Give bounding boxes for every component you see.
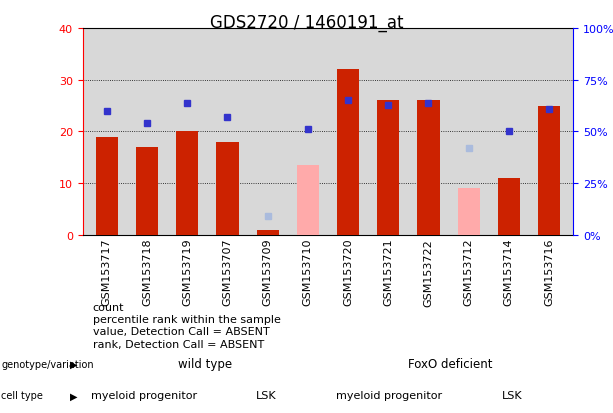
Text: FoxO deficient: FoxO deficient — [408, 357, 493, 370]
Bar — [257, 230, 279, 235]
Text: count: count — [93, 302, 124, 312]
Text: rank, Detection Call = ABSENT: rank, Detection Call = ABSENT — [93, 339, 264, 349]
Text: cell type: cell type — [1, 390, 43, 401]
Bar — [538, 106, 560, 235]
Bar — [176, 132, 199, 235]
Text: percentile rank within the sample: percentile rank within the sample — [93, 314, 281, 324]
Text: myeloid progenitor: myeloid progenitor — [91, 390, 197, 401]
Text: myeloid progenitor: myeloid progenitor — [336, 390, 443, 401]
Text: wild type: wild type — [178, 357, 232, 370]
Text: ▶: ▶ — [70, 390, 77, 401]
Bar — [457, 189, 480, 235]
Bar — [498, 178, 520, 235]
Text: GDS2720 / 1460191_at: GDS2720 / 1460191_at — [210, 14, 403, 32]
Bar — [216, 142, 238, 235]
Bar — [377, 101, 399, 235]
Bar — [417, 101, 440, 235]
Text: genotype/variation: genotype/variation — [1, 358, 94, 369]
Text: value, Detection Call = ABSENT: value, Detection Call = ABSENT — [93, 327, 270, 337]
Bar — [136, 148, 158, 235]
Text: ▶: ▶ — [70, 358, 77, 369]
Bar — [297, 166, 319, 235]
Text: LSK: LSK — [256, 390, 277, 401]
Bar — [337, 70, 359, 235]
Bar — [96, 137, 118, 235]
Text: LSK: LSK — [501, 390, 522, 401]
